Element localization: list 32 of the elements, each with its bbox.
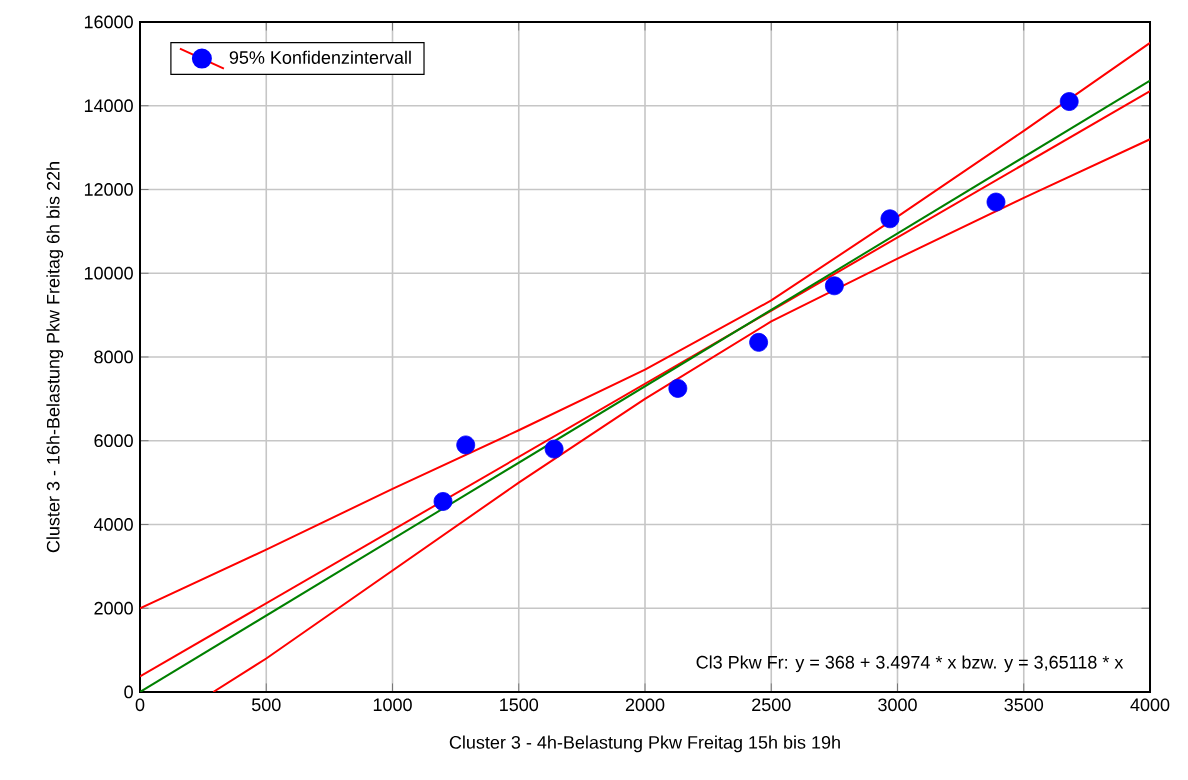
legend-label: 95% Konfidenzintervall (229, 50, 411, 64)
point (544, 439, 564, 459)
point (986, 192, 1006, 212)
x-tick-label: 1000 (373, 698, 412, 712)
y-tick-label: 2000 (94, 601, 133, 615)
y-tick-label: 6000 (94, 434, 133, 448)
x-axis-title: Cluster 3 - 4h-Belastung Pkw Freitag 15h bis 19h (449, 735, 840, 753)
y-tick-label: 12000 (84, 183, 133, 196)
x-tick-label: 3000 (878, 698, 917, 712)
point (1059, 92, 1079, 111)
x-tick-label: 3500 (1004, 698, 1044, 712)
x-tick-label: 2500 (752, 698, 791, 712)
y-axis-title: Cluster 3 - 16h-Belastung Pkw Freitag 6h bis 22h (46, 162, 64, 553)
y-tick-label: 4000 (93, 518, 133, 531)
x-tick-label: 500 (251, 698, 281, 712)
point (749, 332, 769, 352)
annotation: Cl3 Pkw Fr: y = 368 + 3.4974 * x bzw. y = 3,65118 * x (696, 655, 1124, 673)
x-tick-label: 4000 (1130, 698, 1170, 712)
y-tick-label: 8000 (94, 350, 133, 364)
x-tick-label: 2000 (625, 698, 665, 712)
line-series (140, 41, 1151, 610)
point (456, 435, 476, 455)
y-tick-label: 14000 (84, 99, 133, 113)
point (880, 209, 900, 229)
y-tick-label: 10000 (84, 266, 133, 280)
point (668, 378, 688, 398)
y-tick-label: 0 (124, 685, 133, 699)
x-tick-label: 1500 (500, 698, 539, 712)
point (433, 492, 453, 511)
y-tick-label: 16000 (84, 15, 133, 29)
point (824, 276, 844, 296)
x-tick-label: 0 (135, 698, 145, 712)
